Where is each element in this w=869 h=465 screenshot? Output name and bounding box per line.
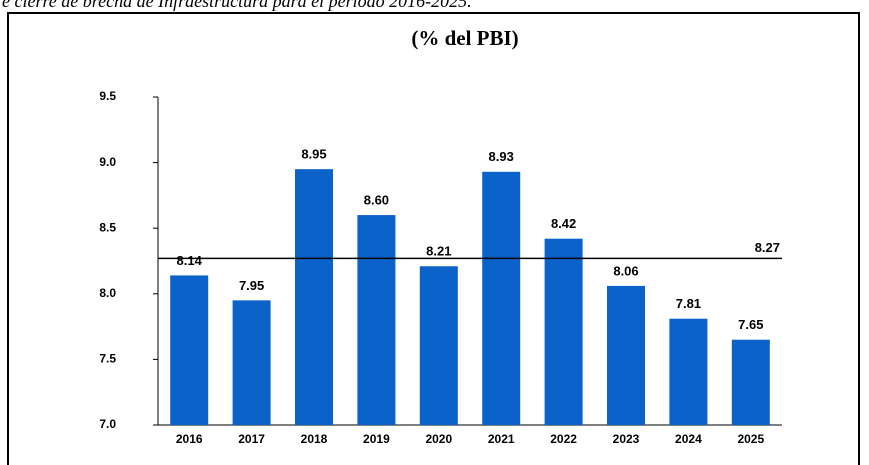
value-label: 8.06 bbox=[613, 263, 638, 278]
bar bbox=[232, 300, 271, 425]
y-tick-label: 7.5 bbox=[99, 352, 116, 366]
x-tick-label: 2020 bbox=[425, 432, 452, 446]
reference-label: 8.27 bbox=[755, 240, 780, 255]
x-tick-label: 2022 bbox=[550, 432, 577, 446]
x-tick-label: 2024 bbox=[675, 432, 702, 446]
bar bbox=[295, 169, 333, 425]
frame bbox=[7, 12, 860, 465]
bar bbox=[357, 215, 396, 425]
bar bbox=[731, 339, 770, 425]
x-tick-label: 2018 bbox=[301, 432, 328, 446]
value-label: 7.65 bbox=[738, 317, 763, 332]
bar bbox=[419, 266, 458, 425]
caption: e cierre de brecha de Infraestructura pa… bbox=[2, 0, 472, 11]
bar bbox=[544, 238, 583, 425]
y-tick-label: 8.0 bbox=[99, 286, 116, 300]
y-tick-label: 7.0 bbox=[99, 417, 116, 431]
value-label: 8.42 bbox=[551, 216, 576, 231]
y-tick-label: 9.0 bbox=[99, 155, 116, 169]
x-tick-label: 2016 bbox=[176, 432, 203, 446]
value-label: 7.95 bbox=[239, 278, 264, 293]
bar bbox=[607, 285, 645, 425]
value-label: 8.21 bbox=[426, 244, 451, 259]
chart-title: (% del PBI) bbox=[411, 26, 518, 50]
bar bbox=[482, 171, 521, 425]
x-tick-label: 2023 bbox=[613, 432, 640, 446]
value-label: 8.93 bbox=[489, 149, 514, 164]
x-tick-label: 2019 bbox=[363, 432, 390, 446]
value-label: 7.81 bbox=[676, 296, 701, 311]
bar bbox=[669, 318, 708, 425]
y-tick-label: 9.5 bbox=[99, 89, 116, 103]
x-tick-label: 2021 bbox=[488, 432, 515, 446]
value-label: 8.14 bbox=[177, 253, 203, 268]
value-label: 8.60 bbox=[364, 193, 389, 208]
value-label: 8.95 bbox=[301, 147, 326, 162]
x-tick-label: 2025 bbox=[737, 432, 764, 446]
bar bbox=[170, 275, 209, 425]
x-tick-label: 2017 bbox=[238, 432, 265, 446]
y-tick-label: 8.5 bbox=[99, 220, 116, 234]
